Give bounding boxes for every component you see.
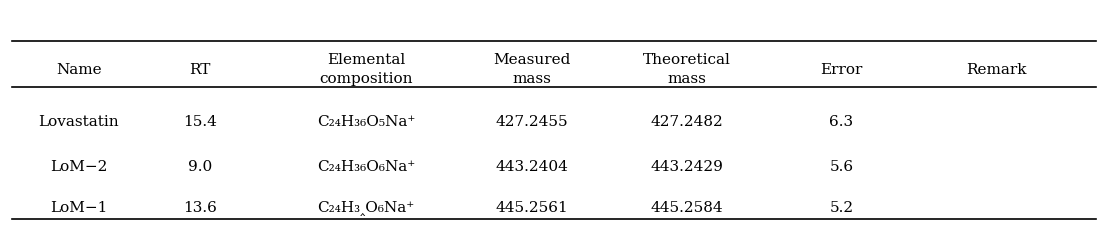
Text: Name: Name bbox=[55, 62, 102, 76]
Text: 445.2584: 445.2584 bbox=[650, 200, 722, 214]
Text: C₂₄H₃₆O₆Na⁺: C₂₄H₃₆O₆Na⁺ bbox=[317, 160, 416, 174]
Text: Elemental
composition: Elemental composition bbox=[319, 53, 413, 85]
Text: 427.2482: 427.2482 bbox=[650, 114, 724, 128]
Text: C₂₄H₃₆O₅Na⁺: C₂₄H₃₆O₅Na⁺ bbox=[317, 114, 416, 128]
Text: 445.2561: 445.2561 bbox=[495, 200, 568, 214]
Text: Theoretical
mass: Theoretical mass bbox=[643, 53, 730, 85]
Text: Remark: Remark bbox=[966, 62, 1026, 76]
Text: 15.4: 15.4 bbox=[184, 114, 217, 128]
Text: 13.6: 13.6 bbox=[184, 200, 217, 214]
Text: LoM−1: LoM−1 bbox=[50, 200, 107, 214]
Text: 443.2429: 443.2429 bbox=[650, 160, 724, 174]
Text: C₂₄H₃‸O₆Na⁺: C₂₄H₃‸O₆Na⁺ bbox=[318, 200, 414, 215]
Text: RT: RT bbox=[189, 62, 211, 76]
Text: Error: Error bbox=[820, 62, 862, 76]
Text: 9.0: 9.0 bbox=[188, 160, 213, 174]
Text: 5.2: 5.2 bbox=[829, 200, 853, 214]
Text: 443.2404: 443.2404 bbox=[495, 160, 568, 174]
Text: 6.3: 6.3 bbox=[829, 114, 853, 128]
Text: 427.2455: 427.2455 bbox=[495, 114, 568, 128]
Text: Measured
mass: Measured mass bbox=[493, 53, 571, 85]
Text: 5.6: 5.6 bbox=[829, 160, 853, 174]
Text: Lovastatin: Lovastatin bbox=[39, 114, 119, 128]
Text: LoM−2: LoM−2 bbox=[50, 160, 107, 174]
